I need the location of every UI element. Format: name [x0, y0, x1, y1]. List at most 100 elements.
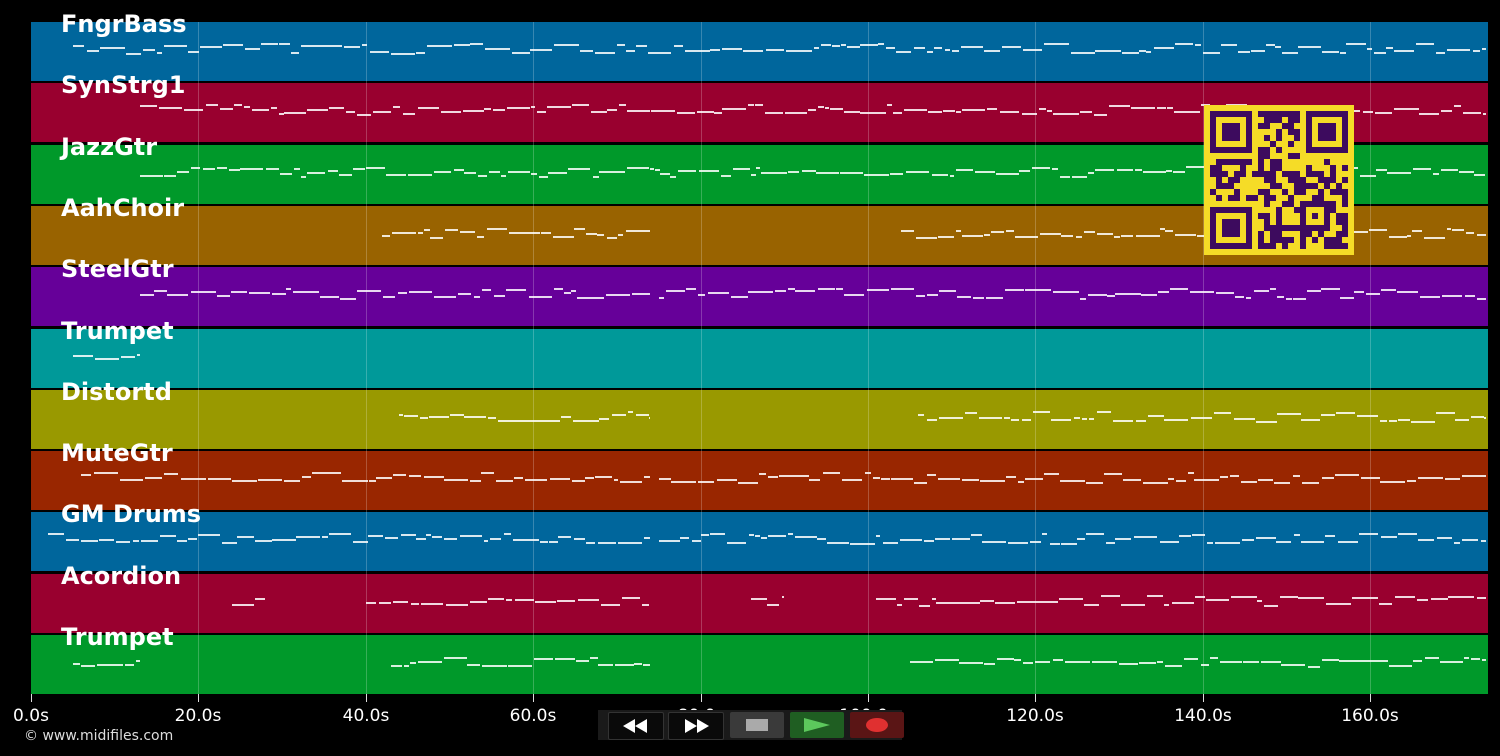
record-button[interactable]: [850, 712, 904, 738]
track-lane[interactable]: [31, 451, 1488, 510]
track-lane[interactable]: [31, 329, 1488, 388]
midi-note: [606, 294, 630, 296]
midi-note: [506, 289, 527, 291]
midi-note: [631, 293, 651, 295]
midi-note: [382, 235, 391, 237]
midi-note: [120, 356, 136, 358]
midi-note: [1053, 291, 1079, 293]
track-lane[interactable]: [31, 512, 1488, 571]
midi-note: [133, 540, 139, 542]
midi-note: [345, 111, 355, 113]
midi-note: [557, 600, 576, 602]
midi-note: [1276, 541, 1292, 543]
midi-note: [404, 415, 418, 417]
midi-note: [1432, 173, 1439, 175]
midi-note: [594, 476, 613, 478]
midi-note: [511, 52, 530, 54]
midi-note: [697, 481, 715, 483]
midi-note: [599, 171, 625, 173]
midi-note: [625, 230, 651, 232]
midi-note: [1423, 237, 1445, 239]
midi-note: [1072, 176, 1087, 178]
midi-note: [1294, 534, 1300, 536]
midi-note: [97, 664, 123, 666]
midi-note: [1060, 543, 1077, 545]
track-lane[interactable]: [31, 22, 1488, 81]
midi-note: [938, 290, 956, 292]
track-lane[interactable]: [31, 267, 1488, 326]
midi-note: [1080, 298, 1086, 300]
midi-note: [678, 170, 683, 172]
midi-note: [1297, 597, 1324, 599]
midi-note: [1158, 291, 1169, 293]
midi-note: [788, 288, 795, 290]
axis-tick-label: 20.0s: [174, 706, 222, 726]
midi-note: [742, 50, 764, 52]
axis-tick-label: 40.0s: [342, 706, 390, 726]
midi-note: [1301, 541, 1325, 543]
axis-tick: [701, 694, 702, 702]
midi-note: [860, 44, 879, 46]
grid-line: [1370, 22, 1371, 694]
axis-tick: [366, 694, 367, 702]
midi-note: [931, 174, 949, 176]
midi-note: [385, 537, 399, 539]
midi-note: [896, 604, 903, 606]
midi-note: [408, 174, 432, 176]
midi-note: [280, 173, 293, 175]
midi-note: [392, 474, 407, 476]
stop-icon: [746, 719, 768, 731]
midi-note: [1458, 171, 1474, 173]
midi-note: [658, 478, 671, 480]
midi-note: [1165, 170, 1173, 172]
midi-note: [1070, 52, 1095, 54]
midi-note: [480, 472, 494, 474]
midi-note: [1113, 420, 1134, 422]
midi-note: [614, 479, 619, 481]
midi-note: [747, 291, 773, 293]
midi-note: [1015, 236, 1039, 238]
midi-note: [919, 605, 930, 607]
midi-note: [634, 663, 643, 665]
axis-tick: [1203, 694, 1204, 702]
stop-button[interactable]: [730, 712, 784, 738]
midi-note: [795, 290, 816, 292]
midi-note: [913, 47, 926, 49]
midi-note: [755, 167, 761, 169]
midi-note: [449, 414, 464, 416]
midi-note: [938, 236, 954, 238]
midi-note: [1406, 480, 1416, 482]
midi-note: [658, 540, 680, 542]
track-lane[interactable]: [31, 390, 1488, 449]
midi-note: [1436, 52, 1445, 54]
midi-note: [1039, 108, 1047, 110]
midi-note: [1436, 412, 1455, 414]
midi-note: [1096, 411, 1111, 413]
midi-note: [962, 109, 986, 111]
rewind-button[interactable]: [608, 712, 664, 740]
midi-note: [382, 296, 395, 298]
track-lane[interactable]: [31, 635, 1488, 694]
midi-note: [416, 538, 426, 540]
midi-note: [890, 288, 914, 290]
midi-note: [697, 294, 706, 296]
midi-note: [836, 288, 844, 290]
midi-note: [428, 416, 449, 418]
midi-note: [818, 106, 825, 108]
midi-note: [379, 602, 391, 604]
play-button[interactable]: [790, 712, 844, 738]
midi-note: [1388, 420, 1398, 422]
rewind-icon: [623, 719, 647, 733]
midi-note: [958, 662, 983, 664]
midi-note: [434, 296, 457, 298]
fast-forward-button[interactable]: [668, 712, 724, 740]
midi-note: [285, 288, 291, 290]
midi-note: [1425, 657, 1439, 659]
midi-note: [255, 540, 272, 542]
midi-note: [445, 604, 468, 606]
midi-note: [1097, 233, 1113, 235]
midi-note: [216, 295, 231, 297]
midi-note: [983, 663, 996, 665]
axis-tick-label: 0.0s: [13, 706, 49, 726]
track-lane[interactable]: [31, 574, 1488, 633]
